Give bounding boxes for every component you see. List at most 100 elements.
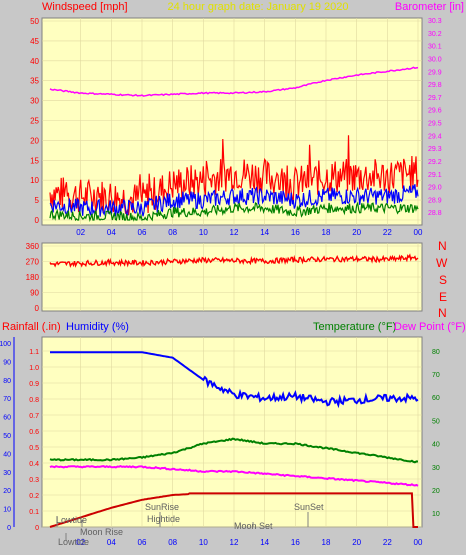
lowtide-label-2: Lowtide: [58, 537, 89, 547]
compass-s: S: [439, 273, 447, 287]
rain-y-tick: 0.3: [29, 477, 39, 484]
wind-y-tick: 0: [35, 216, 40, 225]
wind-min-line: [49, 201, 419, 223]
compass-e: E: [439, 290, 447, 304]
wind-y-tick: 5: [35, 196, 40, 205]
temp-x-tick: 20: [352, 538, 361, 547]
wind-gust-line: [49, 135, 419, 216]
dir-y-tick: 90: [30, 289, 39, 298]
temp-y-tick: 50: [432, 418, 440, 425]
dir-y-tick: 180: [26, 273, 40, 282]
humidity-y-tick: 90: [3, 359, 11, 366]
dir-y-tick: 270: [26, 258, 40, 267]
humidity-y-tick: 20: [3, 488, 11, 495]
rain-y-tick: 0.2: [29, 493, 39, 500]
wind-y-tick: 45: [30, 37, 39, 46]
wind-y-tick: 30: [30, 97, 39, 106]
baro-y-tick: 30.2: [428, 31, 442, 38]
temperature-line: [49, 437, 419, 464]
temperature-axis-label: Temperature (°F): [313, 321, 396, 333]
temp-x-tick: 14: [260, 538, 269, 547]
temp-y-tick: 80: [432, 349, 440, 356]
humidity-y-tick: 0: [7, 525, 11, 532]
wind-x-tick: 20: [352, 228, 361, 237]
dir-y-tick: 0: [35, 304, 40, 313]
windspeed-axis-label: Windspeed [mph]: [42, 1, 128, 13]
humidity-axis-label: Humidity (%): [66, 321, 129, 333]
temp-y-tick: 40: [432, 442, 440, 449]
wind-x-tick: 22: [383, 228, 392, 237]
temp-x-tick: 18: [322, 538, 331, 547]
temp-x-tick: 02: [76, 538, 85, 547]
wind-y-tick: 10: [30, 176, 39, 185]
compass-w: W: [436, 256, 448, 270]
baro-y-tick: 30.3: [428, 18, 442, 25]
wind-y-tick: 20: [30, 136, 39, 145]
baro-y-tick: 29.3: [428, 146, 442, 153]
tick-labels: 0 5 10 15 20 25 30 35 40 45 50 28.8 28.9 29.0 29.1 29.2…: [0, 17, 442, 547]
baro-y-tick: 29.5: [428, 121, 442, 128]
baro-y-tick: 28.9: [428, 197, 442, 204]
temp-y-tick: 70: [432, 372, 440, 379]
temp-y-tick: 20: [432, 488, 440, 495]
temp-x-tick: 22: [383, 538, 392, 547]
baro-y-tick: 29.0: [428, 185, 442, 192]
temp-x-tick: 06: [138, 538, 147, 547]
wind-y-tick: 35: [30, 77, 39, 86]
temp-y-tick: 30: [432, 465, 440, 472]
humidity-y-tick: 10: [3, 507, 11, 514]
humidity-y-tick: 80: [3, 378, 11, 385]
rainfall-line: [49, 492, 418, 528]
wind-y-tick: 15: [30, 156, 39, 165]
temp-x-tick: 10: [199, 538, 208, 547]
lowtide-label: Lowtide: [56, 515, 87, 525]
rainfall-axis-label: Rainfall (.in): [2, 321, 61, 333]
barometer-line: [49, 66, 419, 97]
temp-y-tick: 60: [432, 395, 440, 402]
chart-marks: [49, 66, 419, 528]
temp-x-tick: 08: [168, 538, 177, 547]
humidity-line: [50, 351, 419, 409]
compass-n-bottom: N: [438, 306, 447, 320]
baro-y-tick: 29.4: [428, 133, 442, 140]
rain-y-tick: 0.6: [29, 429, 39, 436]
baro-y-tick: 28.8: [428, 210, 442, 217]
wind-x-tick: 08: [168, 228, 177, 237]
rain-y-tick: 0.8: [29, 397, 39, 404]
wind-x-tick: 02: [76, 228, 85, 237]
baro-y-tick: 29.7: [428, 95, 442, 102]
sunrise-label: SunRise: [145, 502, 179, 512]
compass-n-top: N: [438, 239, 447, 253]
barometer-axis-label: Barometer [in]: [395, 1, 464, 13]
temp-x-tick: 12: [230, 538, 239, 547]
dir-y-tick: 360: [26, 242, 40, 251]
baro-y-tick: 29.9: [428, 69, 442, 76]
moonrise-label: Moon Rise: [80, 527, 123, 537]
wind-x-tick: 04: [107, 228, 116, 237]
humidity-y-tick: 70: [3, 396, 11, 403]
wind-direction-line: [49, 253, 419, 268]
temperature-plot-area: [41, 336, 423, 528]
astro-events: Lowtide Lowtide Moon Rise SunRise Highti…: [56, 502, 324, 547]
baro-y-tick: 29.6: [428, 108, 442, 115]
humidity-y-tick: 30: [3, 470, 11, 477]
temp-x-tick: 16: [291, 538, 300, 547]
sunset-label: SunSet: [294, 502, 324, 512]
rain-y-tick: 0: [35, 525, 39, 532]
humidity-y-tick: 60: [3, 415, 11, 422]
wind-x-tick: 14: [260, 228, 269, 237]
wind-x-tick: 06: [138, 228, 147, 237]
wind-y-tick: 25: [30, 117, 39, 126]
temp-x-tick: 04: [107, 538, 116, 547]
graph-date-title: 24 hour graph date: January 19 2020: [167, 1, 348, 13]
wind-y-tick: 50: [30, 17, 39, 26]
moonset-label: Moon Set: [234, 521, 273, 531]
hightide-label: Hightide: [147, 514, 180, 524]
humidity-y-tick: 40: [3, 451, 11, 458]
wind-x-tick: 10: [199, 228, 208, 237]
rain-y-tick: 0.4: [29, 461, 39, 468]
dewpoint-line: [49, 465, 419, 487]
baro-y-tick: 29.2: [428, 159, 442, 166]
wind-y-tick: 40: [30, 57, 39, 66]
